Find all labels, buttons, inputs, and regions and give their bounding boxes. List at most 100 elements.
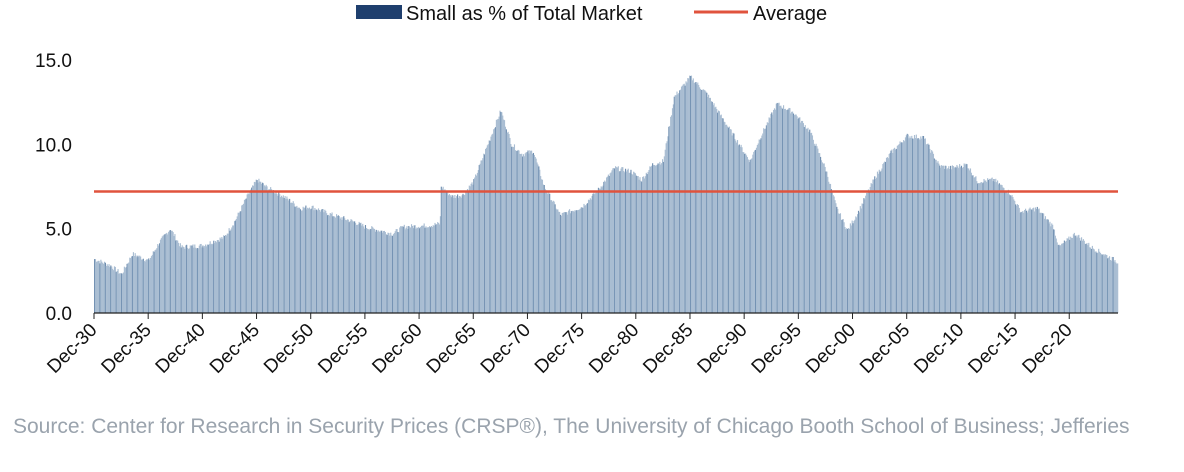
- bar: [999, 184, 1001, 313]
- bar: [491, 134, 493, 313]
- bar: [602, 185, 604, 313]
- bar: [1005, 191, 1007, 313]
- bar: [708, 94, 710, 314]
- bar: [327, 214, 330, 313]
- bar: [567, 214, 569, 313]
- bar: [351, 219, 353, 313]
- bar: [708, 97, 711, 313]
- bar: [470, 183, 472, 313]
- bar: [304, 207, 306, 313]
- bar: [929, 148, 931, 313]
- bar: [589, 198, 591, 313]
- bar: [985, 180, 987, 313]
- bar: [541, 179, 544, 313]
- bar: [354, 221, 356, 313]
- bar: [860, 208, 862, 313]
- bar: [845, 229, 847, 313]
- bar: [700, 89, 702, 314]
- bar: [527, 150, 529, 313]
- bar: [171, 230, 173, 313]
- bar: [475, 175, 478, 313]
- bar: [965, 163, 967, 313]
- bar: [1060, 245, 1062, 313]
- bar: [344, 218, 346, 313]
- bar: [465, 191, 467, 313]
- bar: [948, 166, 950, 313]
- bar: [772, 114, 774, 313]
- bar: [918, 138, 920, 313]
- bar: [634, 173, 637, 313]
- bar: [591, 195, 593, 313]
- bar: [100, 259, 102, 313]
- bar: [257, 182, 259, 313]
- bar: [872, 179, 874, 313]
- bar: [94, 259, 96, 313]
- bar: [1081, 240, 1084, 313]
- bar: [522, 156, 524, 313]
- bar: [414, 225, 416, 313]
- bar: [182, 246, 184, 313]
- bar: [550, 200, 552, 313]
- bar: [165, 233, 167, 313]
- bar: [246, 194, 248, 313]
- bar: [516, 150, 518, 313]
- bar: [1025, 210, 1028, 313]
- bar: [947, 168, 949, 313]
- bar: [758, 139, 760, 313]
- bar: [902, 142, 904, 313]
- bar: [883, 162, 885, 313]
- bar: [605, 181, 607, 313]
- bar: [204, 245, 206, 313]
- bar: [248, 194, 250, 313]
- bar: [619, 171, 621, 313]
- bar: [698, 84, 700, 313]
- bar: [504, 126, 507, 314]
- bar: [987, 178, 989, 313]
- bar: [1026, 212, 1028, 313]
- bar: [112, 268, 114, 313]
- bar: [542, 184, 544, 313]
- bar: [855, 216, 857, 313]
- bar: [446, 191, 448, 313]
- bar: [209, 241, 211, 313]
- bar: [824, 166, 826, 313]
- bar: [837, 208, 839, 313]
- bar: [131, 256, 134, 313]
- bar: [587, 203, 589, 313]
- bar: [188, 248, 190, 313]
- bar: [368, 230, 370, 313]
- bar: [979, 182, 981, 313]
- bar: [352, 221, 354, 313]
- bar: [801, 120, 804, 313]
- bar: [117, 269, 119, 313]
- bar: [265, 184, 267, 313]
- bar: [892, 152, 894, 313]
- bar: [288, 200, 290, 313]
- bar: [140, 259, 143, 313]
- bar: [1105, 254, 1107, 313]
- bar: [235, 219, 237, 313]
- bar: [568, 210, 570, 313]
- bar: [1078, 234, 1080, 313]
- bar: [402, 226, 404, 313]
- x-tick-label: Dec-95: [748, 320, 806, 378]
- bar: [780, 105, 782, 314]
- bar: [107, 265, 109, 313]
- bar: [258, 178, 260, 313]
- bar: [579, 208, 581, 313]
- bar: [498, 116, 500, 313]
- bar: [110, 265, 112, 313]
- bar: [233, 221, 236, 313]
- bar: [942, 165, 944, 313]
- bar: [596, 192, 599, 313]
- bar: [373, 228, 375, 313]
- bar: [790, 113, 792, 314]
- bar: [573, 211, 575, 313]
- bar: [262, 183, 265, 313]
- bar: [912, 138, 914, 313]
- bar: [620, 168, 622, 313]
- bar: [495, 119, 497, 313]
- bar: [256, 180, 258, 313]
- x-tick-label: Dec-80: [585, 320, 643, 378]
- bar: [592, 193, 594, 313]
